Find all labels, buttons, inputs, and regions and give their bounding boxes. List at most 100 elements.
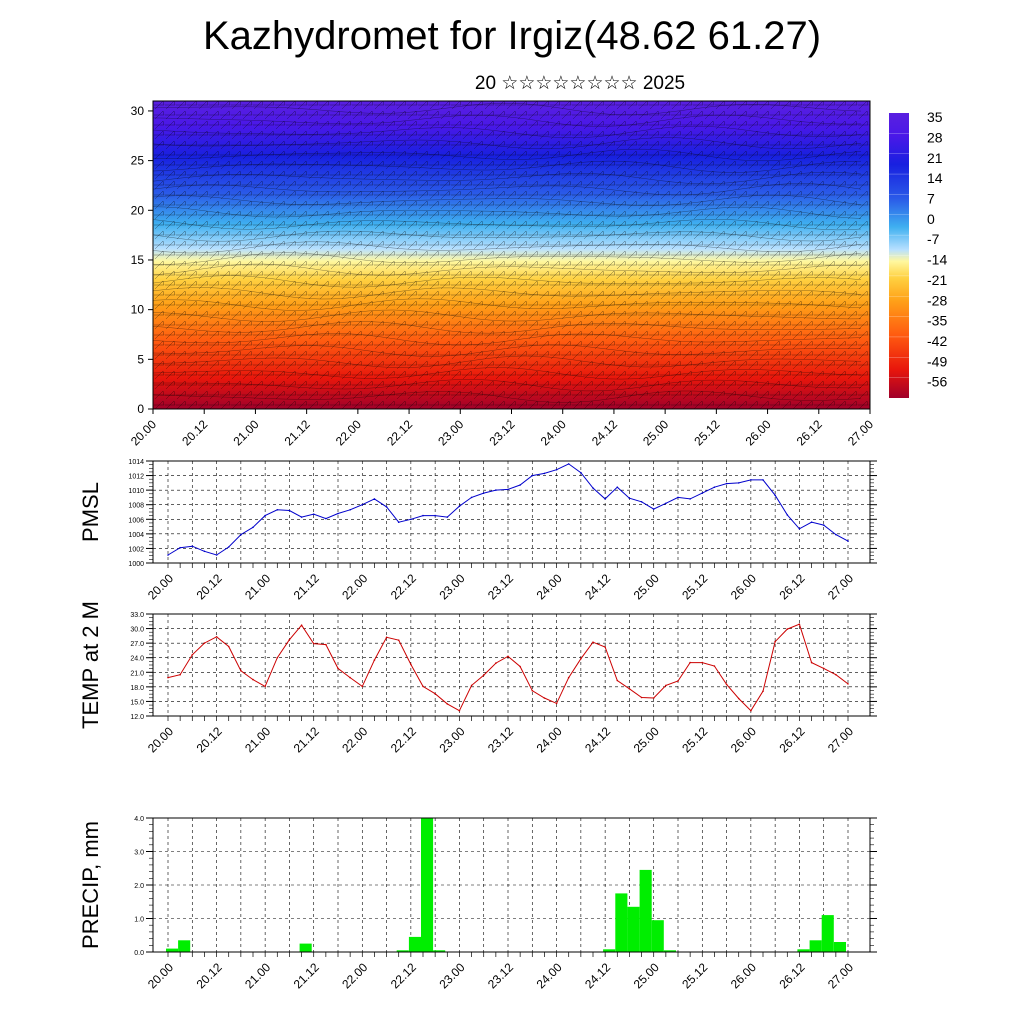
precip-bar [627, 906, 640, 952]
temp-point [264, 685, 266, 688]
y-axis-label: PRECIP, mm [78, 821, 103, 949]
pmsl-point [288, 509, 291, 512]
temp-point [470, 684, 473, 687]
colorbar-label: -42 [927, 333, 947, 349]
precip-bar [651, 920, 664, 952]
x-tick-label: 26.12 [776, 960, 807, 991]
x-tick-label: 21.12 [291, 571, 322, 602]
y-tick-label: 1014 [128, 459, 144, 466]
pmsl-point [507, 488, 509, 491]
pmsl-point [227, 546, 230, 548]
temp-point [422, 685, 424, 688]
pmsl-point [713, 486, 716, 489]
pmsl-point [847, 540, 849, 542]
temp-point [580, 657, 582, 660]
pmsl-point [810, 521, 813, 523]
temp-point [397, 639, 400, 641]
x-tick-label: 20.12 [194, 960, 225, 991]
precip-bar [178, 940, 191, 952]
temp-point [810, 661, 813, 664]
pmsl-point [276, 509, 279, 511]
pmsl-point [652, 508, 655, 510]
isotherm-contour [153, 379, 862, 392]
x-tick-label: 26.00 [728, 724, 759, 755]
pmsl-point [385, 506, 388, 508]
colorbar-label: -35 [927, 313, 947, 329]
x-tick-label: 23.12 [485, 960, 516, 991]
y-tick-label: 1000 [128, 561, 144, 568]
pmsl-point [798, 528, 801, 530]
pmsl-point [750, 479, 752, 481]
isotherm-contour [152, 230, 862, 242]
x-tick-label: 22.12 [388, 960, 419, 991]
temp-point [543, 697, 546, 699]
y-axis-label: PMSL [78, 482, 103, 542]
pmsl-point [689, 498, 691, 500]
isotherm-contour [152, 160, 862, 173]
isotherm-contour [152, 137, 862, 150]
x-tick-label: 24.12 [582, 571, 613, 602]
pmsl-point [300, 516, 303, 518]
temp-point [482, 674, 485, 676]
x-tick-label: 20.00 [145, 571, 176, 602]
temp-point [665, 684, 667, 687]
pmsl-point [167, 554, 169, 556]
temp-point [446, 703, 449, 705]
y-tick-label: 33.0 [130, 612, 144, 619]
precip-bar [639, 869, 652, 952]
temp-point [774, 640, 776, 643]
pmsl-point [264, 514, 266, 517]
pmsl-point [604, 498, 606, 500]
colorbar-label: 28 [927, 129, 943, 145]
pmsl-point [240, 533, 242, 536]
chart-title: Kazhydromet for Irgiz(48.62 61.27) [202, 14, 822, 58]
pmsl-point [446, 516, 449, 518]
x-tick-label: 26.12 [776, 724, 807, 755]
x-tick-label: 20.00 [145, 960, 176, 991]
precip-bar [166, 948, 179, 952]
x-tick-label: 21.12 [291, 960, 322, 991]
x-tick-label: 26.00 [728, 960, 759, 991]
x-tick-label: 22.12 [388, 724, 419, 755]
x-tick-label: 21.00 [242, 960, 273, 991]
plot-frame [152, 613, 871, 717]
precip-bar [299, 943, 312, 952]
x-tick-label: 22.00 [339, 724, 370, 755]
pmsl-point [337, 512, 339, 515]
pmsl-point [822, 524, 825, 526]
temp-point [567, 676, 570, 679]
pmsl-point [725, 482, 728, 485]
isotherm-contour [152, 275, 862, 288]
isotherm-contour [152, 206, 862, 219]
pmsl-point [628, 497, 631, 500]
isotherm-contour [152, 219, 862, 231]
isotherm-contour [152, 171, 862, 185]
isotherm-contour [152, 125, 862, 139]
y-tick-label: 1002 [128, 546, 144, 553]
chart-subtitle: 20 ☆☆☆☆☆☆☆☆ 2025 [474, 73, 686, 94]
colorbar-label: 35 [927, 109, 943, 125]
x-tick-label: 26.00 [728, 571, 759, 602]
temp-point [604, 646, 606, 648]
isotherm-contour [152, 309, 862, 322]
pmsl-point [774, 494, 776, 497]
pmsl-point [543, 472, 546, 475]
x-tick-label: 20.12 [194, 724, 225, 755]
colorbar-label: -56 [927, 374, 947, 390]
y-tick-label: 4.0 [134, 816, 144, 823]
x-tick-label: 24.12 [582, 724, 613, 755]
x-tick-label: 24.00 [534, 571, 565, 602]
precip-bar [833, 942, 846, 952]
precip-bar [396, 950, 409, 952]
temp-point [652, 697, 655, 699]
temp-point [798, 623, 801, 625]
y-tick-label: 27.0 [130, 641, 144, 648]
pmsl-point [349, 509, 351, 511]
colorbar: 35 28 21 14 7 0 -7 -14 -21 -28 -35 -42 -49 -56 [889, 109, 947, 398]
colorbar-label: -49 [927, 353, 947, 369]
x-tick-label: 24.00 [534, 724, 565, 755]
pmsl-point [482, 492, 485, 494]
isotherm-contour [152, 344, 861, 357]
pmsl-point [179, 546, 181, 549]
x-tick-label: 24.00 [538, 417, 569, 448]
